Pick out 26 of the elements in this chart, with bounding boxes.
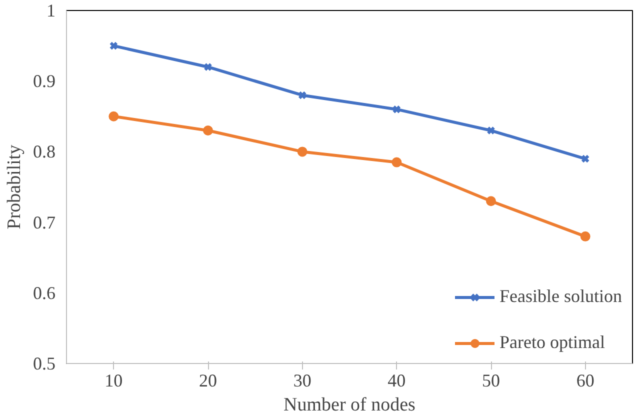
- y-axis-title: Probability: [4, 144, 25, 230]
- y-tick-label: 0.9: [33, 71, 56, 92]
- x-tick-label: 20: [199, 370, 217, 390]
- x-tick-label: 50: [482, 370, 500, 390]
- point: [204, 62, 212, 72]
- y-tick-label: 0.5: [33, 354, 56, 374]
- x-tick-label: 40: [388, 370, 406, 390]
- point: [298, 90, 307, 100]
- point: [392, 157, 402, 168]
- y-tick-label: 0.6: [33, 282, 56, 303]
- x-tick-label: 60: [576, 370, 594, 390]
- legend-label: Feasible solution: [500, 286, 622, 307]
- x-tick-label: 10: [104, 370, 123, 390]
- point: [486, 196, 496, 206]
- point: [203, 126, 213, 136]
- point: [486, 126, 496, 135]
- legend-label: Pareto optimal: [500, 332, 605, 353]
- x-axis-title: Number of nodes: [284, 394, 416, 416]
- point: [580, 231, 590, 242]
- y-tick-label: 1: [46, 0, 56, 20]
- y-tick-label: 0.7: [33, 212, 56, 232]
- point: [392, 105, 401, 114]
- x-tick-label: 30: [293, 370, 312, 390]
- point: [297, 146, 308, 157]
- y-tick-label: 0.8: [33, 142, 56, 162]
- point: [108, 111, 119, 122]
